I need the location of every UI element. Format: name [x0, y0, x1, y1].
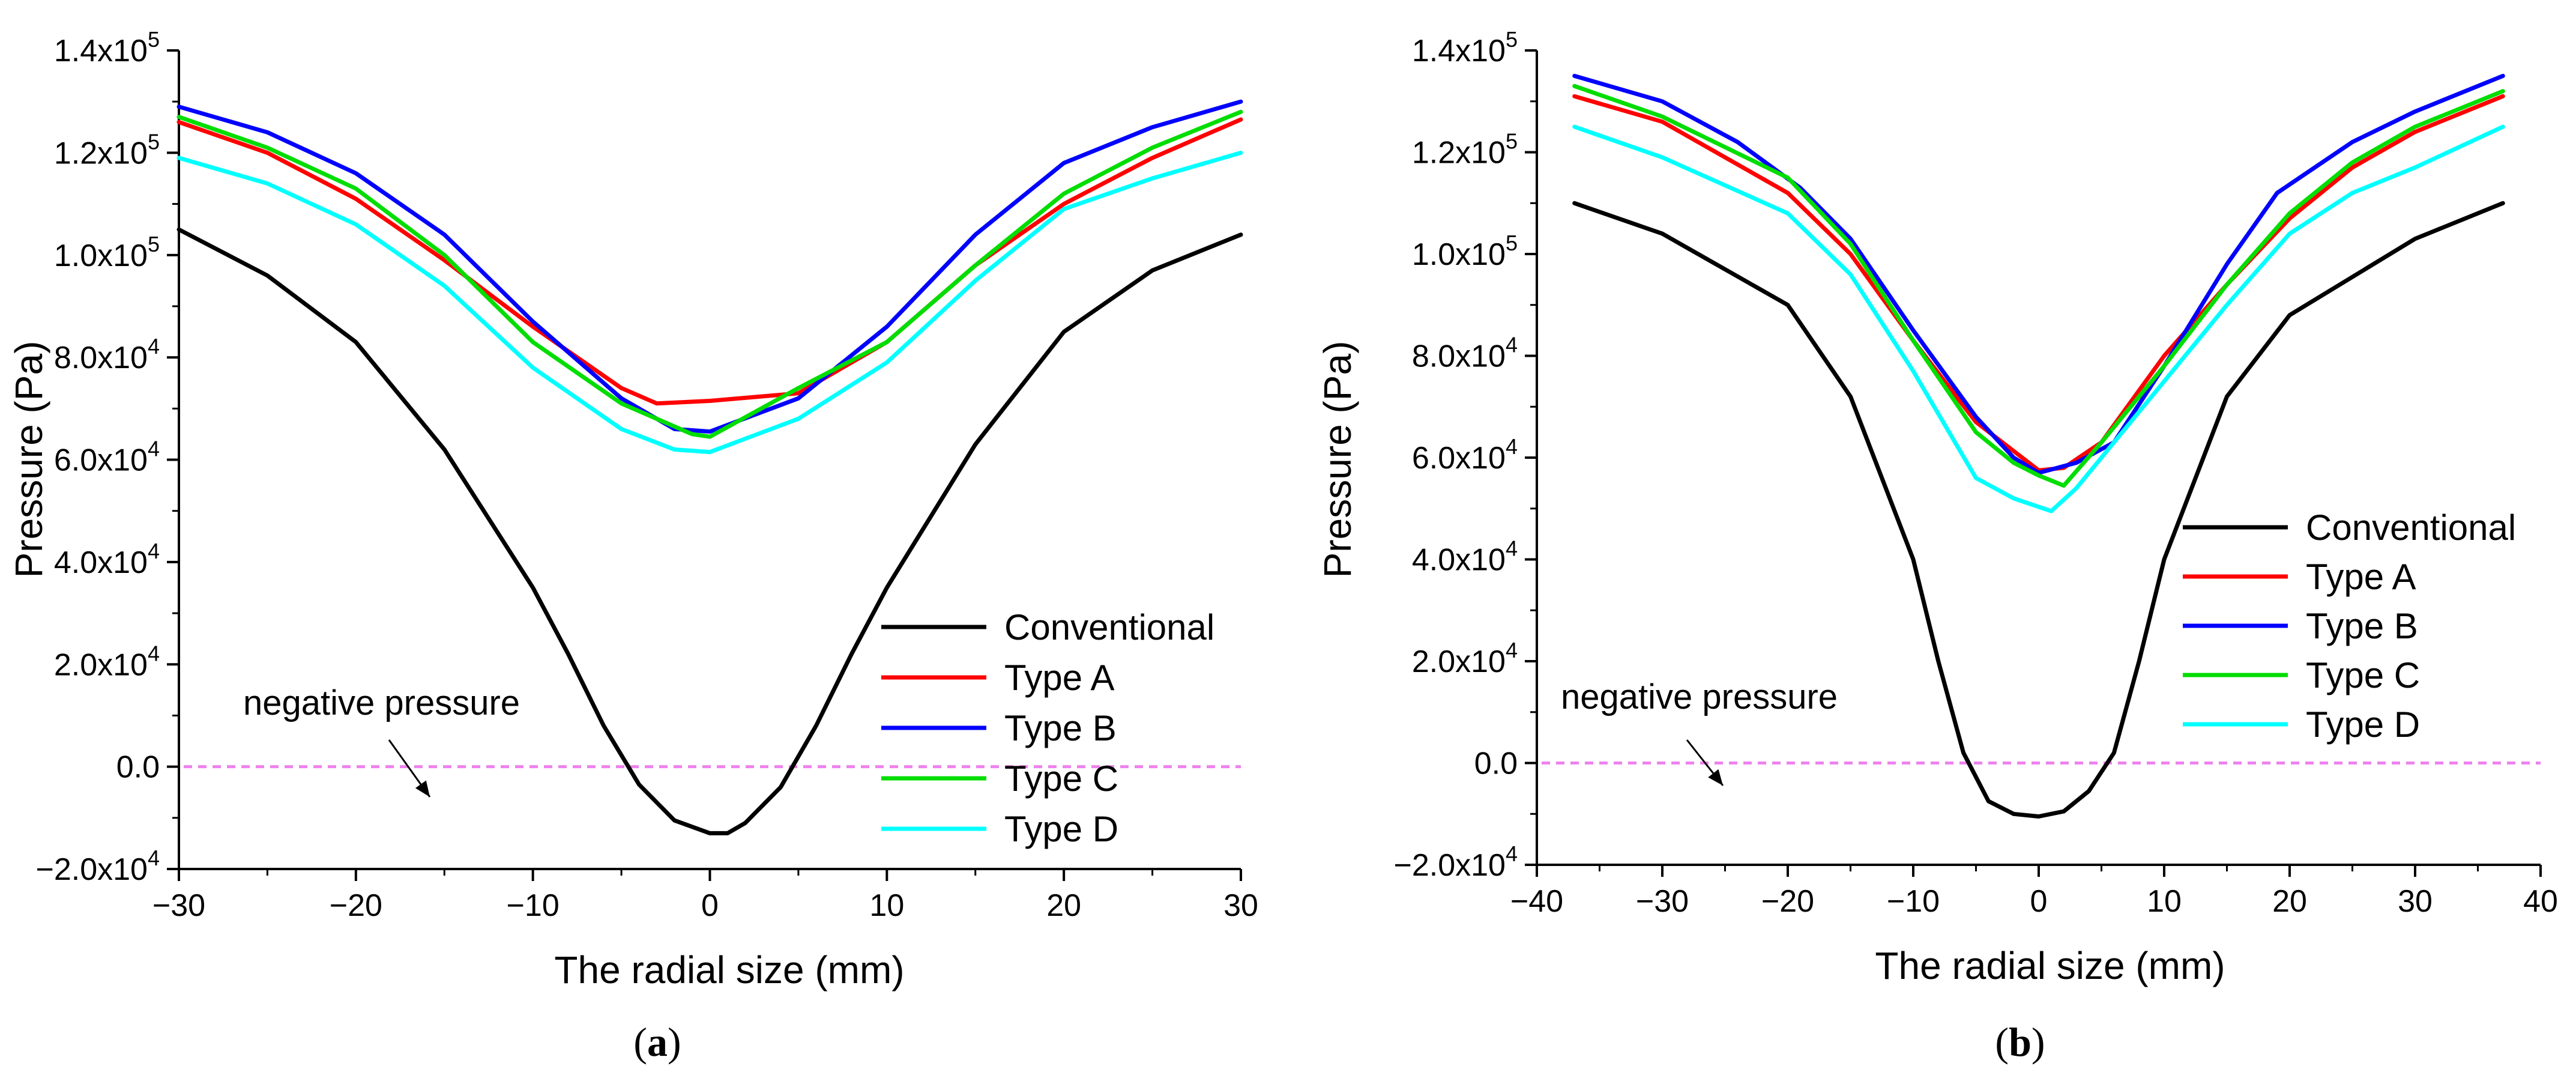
- x-axis-title: The radial size (mm): [554, 948, 904, 992]
- x-tick-label: 0: [2030, 884, 2048, 919]
- y-tick-label: 2.0x104: [54, 641, 160, 682]
- legend-label: Conventional: [1004, 607, 1214, 647]
- x-tick-label: −10: [1887, 884, 1940, 919]
- x-tick-label: 30: [2398, 884, 2433, 919]
- legend-label: Type B: [2306, 606, 2418, 646]
- y-tick-label: 4.0x104: [54, 539, 160, 580]
- y-axis-title: Pressure (Pa): [1316, 341, 1359, 578]
- series-line-type-a: [1572, 94, 2505, 473]
- series-line-type-b: [176, 99, 1243, 434]
- legend-label: Type C: [1004, 759, 1118, 799]
- legend-label: Type D: [2306, 704, 2420, 745]
- negative-pressure-annotation: negative pressure: [243, 683, 520, 722]
- legend-label: Type B: [1004, 708, 1117, 748]
- x-tick-label: 0: [701, 888, 719, 923]
- y-tick-label: 0.0: [1474, 746, 1518, 781]
- legend-label: Type C: [2306, 655, 2420, 695]
- series-line-type-c: [1572, 83, 2505, 488]
- x-tick-label: 20: [1046, 888, 1081, 923]
- y-tick-label: 2.0x104: [1412, 638, 1518, 679]
- y-tick-label: 8.0x104: [54, 334, 160, 375]
- legend-label: Conventional: [2306, 507, 2516, 548]
- series-line-type-a: [176, 117, 1243, 406]
- y-tick-label: 1.0x105: [54, 232, 160, 273]
- y-tick-label: 1.4x105: [1412, 27, 1518, 68]
- series-line-conventional: [1572, 201, 2505, 819]
- y-tick-label: 6.0x104: [1412, 434, 1518, 476]
- x-tick-label: 30: [1223, 888, 1258, 923]
- legend-label: Type D: [1004, 809, 1118, 849]
- x-tick-label: −10: [507, 888, 560, 923]
- annotation-arrow-head: [415, 780, 430, 797]
- annotation-arrow-head: [1708, 769, 1723, 786]
- y-tick-label: 1.2x105: [54, 129, 160, 171]
- y-tick-label: 1.2x105: [1412, 129, 1518, 171]
- chart-panel-b: −40 −30 −20 −10 0 10 20 30 40 −2.0x104 0.0 2.0x104 4…: [1316, 27, 2558, 1065]
- y-tick-label: 0.0: [116, 750, 160, 785]
- series-line-type-b: [1572, 73, 2505, 475]
- y-tick-label: 1.4x105: [54, 27, 160, 68]
- series-line-type-c: [176, 109, 1243, 439]
- negative-pressure-annotation: negative pressure: [1561, 677, 1838, 716]
- x-tick-label: 10: [869, 888, 904, 923]
- y-tick-label: 1.0x105: [1412, 231, 1518, 272]
- y-tick-label: 6.0x104: [54, 437, 160, 478]
- x-tick-label: 10: [2147, 884, 2182, 919]
- x-tick-label: −40: [1510, 884, 1563, 919]
- y-tick-label: 8.0x104: [1412, 333, 1518, 374]
- legend-label: Type A: [2306, 557, 2416, 597]
- y-tick-label: −2.0x104: [1393, 841, 1518, 883]
- x-tick-label: −20: [330, 888, 382, 923]
- y-axis-title: Pressure (Pa): [7, 341, 50, 578]
- legend-label: Type A: [1004, 658, 1114, 698]
- y-tick-label: 4.0x104: [1412, 536, 1518, 578]
- y-tick-label: −2.0x104: [35, 846, 160, 887]
- x-tick-label: −20: [1761, 884, 1814, 919]
- series-line-type-d: [176, 150, 1243, 455]
- subfigure-label: (a): [633, 1019, 681, 1065]
- x-axis-title: The radial size (mm): [1875, 944, 2225, 987]
- chart-panel-a: −30 −20 −10 0 10 20 30 −2.0x104 0.0 2.0x104 4.0x10…: [7, 27, 1258, 1065]
- x-tick-label: 20: [2272, 884, 2307, 919]
- subfigure-label: (b): [1995, 1019, 2045, 1065]
- x-tick-label: −30: [152, 888, 205, 923]
- x-tick-label: 40: [2523, 884, 2558, 919]
- series-line-conventional: [176, 227, 1243, 835]
- series-line-type-d: [1572, 124, 2505, 513]
- x-tick-label: −30: [1636, 884, 1689, 919]
